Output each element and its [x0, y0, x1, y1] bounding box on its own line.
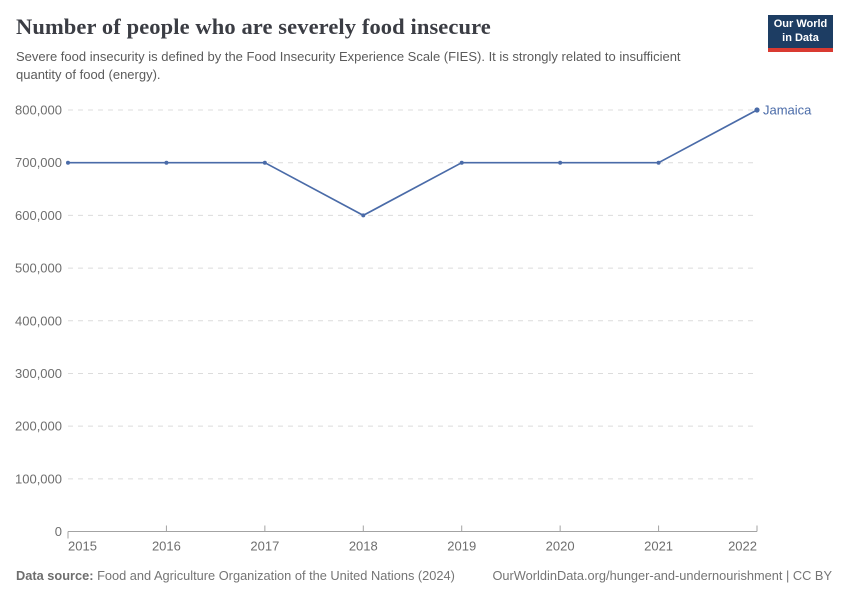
- data-point-2017: [262, 160, 267, 165]
- y-tick-label: 800,000: [15, 103, 62, 118]
- data-point-2015: [66, 160, 70, 165]
- data-source-note: Data source: Food and Agriculture Organi…: [16, 568, 455, 583]
- y-tick-label: 0: [55, 524, 62, 539]
- x-tick-label: 2017: [250, 539, 279, 554]
- y-tick-label: 400,000: [15, 313, 62, 328]
- data-point-2019: [459, 160, 464, 165]
- data-source-label: Data source:: [16, 568, 94, 583]
- y-tick-label: 700,000: [15, 155, 62, 170]
- y-tick-label: 200,000: [15, 419, 62, 434]
- data-point-2021: [656, 160, 661, 165]
- y-tick-label: 500,000: [15, 261, 62, 276]
- data-point-2020: [558, 160, 563, 165]
- y-tick-label: 300,000: [15, 366, 62, 381]
- logo-line2: in Data: [782, 31, 819, 44]
- logo-line1: Our World: [773, 18, 828, 31]
- x-tick-label: 2019: [447, 539, 476, 554]
- x-tick-label: 2021: [644, 539, 673, 554]
- chart-footer: Data source: Food and Agriculture Organi…: [16, 568, 832, 583]
- series-label-jamaica: Jamaica: [763, 103, 812, 118]
- owid-logo[interactable]: Our World in Data: [768, 15, 833, 52]
- x-tick-label: 2020: [546, 539, 575, 554]
- data-point-2016: [164, 160, 169, 165]
- data-point-2018: [361, 213, 366, 218]
- y-tick-label: 100,000: [15, 471, 62, 486]
- x-tick-label: 2018: [349, 539, 378, 554]
- x-tick-label: 2015: [68, 539, 97, 554]
- x-tick-label: 2022: [728, 539, 757, 554]
- chart-subtitle: Severe food insecurity is defined by the…: [16, 49, 681, 83]
- data-source-text: Food and Agriculture Organization of the…: [93, 568, 455, 583]
- page-title: Number of people who are severely food i…: [16, 14, 491, 39]
- x-tick-label: 2016: [152, 539, 181, 554]
- owid-link[interactable]: OurWorldinData.org/hunger-and-undernouri…: [492, 568, 832, 583]
- series-line-jamaica: [68, 109, 758, 217]
- chart-header: Number of people who are severely food i…: [16, 14, 756, 85]
- data-point-2022: [754, 107, 760, 113]
- y-tick-label: 600,000: [15, 208, 62, 223]
